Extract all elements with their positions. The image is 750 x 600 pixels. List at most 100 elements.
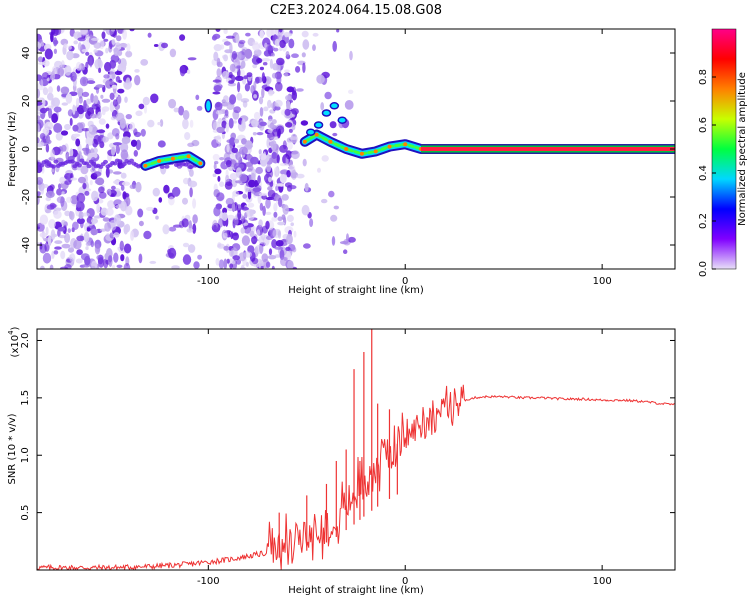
noise-blob xyxy=(213,85,222,92)
spectrogram-xlabel: Height of straight line (km) xyxy=(288,285,424,296)
noise-blob xyxy=(117,58,122,65)
colorbar: 0.0 0.2 0.4 0.6 0.8 Normalized spectral ampl… xyxy=(698,28,748,277)
spectrogram-panel: -100 0 100 -40 -20 0 20 40 Height of straight l… xyxy=(7,28,676,296)
noise-blob xyxy=(70,71,77,82)
noise-blob xyxy=(107,132,114,140)
colorbar-label: Normalized spectral amplitude xyxy=(737,72,748,226)
noise-blob xyxy=(37,177,44,185)
noise-blob xyxy=(274,246,284,250)
noise-blob xyxy=(265,235,273,240)
noise-blob xyxy=(277,216,283,222)
noise-blob xyxy=(53,106,62,113)
noise-blob xyxy=(89,179,93,186)
noise-blob xyxy=(39,232,47,238)
noise-blob xyxy=(243,222,249,226)
noise-blob xyxy=(64,210,71,217)
noise-band xyxy=(164,164,170,169)
noise-blob xyxy=(56,188,63,196)
noise-blob xyxy=(195,94,200,101)
noise-blob xyxy=(283,73,289,77)
noise-blob xyxy=(84,190,90,196)
noise-blob xyxy=(54,60,63,69)
noise-blob xyxy=(81,65,85,71)
noise-blob xyxy=(301,204,310,216)
noise-blob xyxy=(212,153,220,161)
noise-blob xyxy=(222,232,228,239)
noise-blob xyxy=(188,180,198,188)
noise-blob xyxy=(119,240,125,251)
noise-blob xyxy=(38,62,46,65)
noise-blob xyxy=(53,210,62,219)
noise-blob xyxy=(60,196,65,208)
branch-blob xyxy=(305,128,316,136)
noise-blob xyxy=(39,107,48,114)
noise-blob xyxy=(51,70,56,81)
noise-blob xyxy=(50,149,55,161)
noise-blob xyxy=(109,59,117,69)
noise-blob xyxy=(229,94,237,105)
noise-blob xyxy=(37,191,41,197)
noise-blob xyxy=(189,187,193,198)
noise-blob xyxy=(70,195,79,205)
noise-blob xyxy=(94,58,103,70)
noise-blob xyxy=(81,91,90,97)
noise-blob xyxy=(226,258,230,264)
noise-blob xyxy=(69,117,73,126)
noise-blob xyxy=(192,214,198,224)
noise-blob xyxy=(263,106,269,112)
noise-blob xyxy=(94,243,101,255)
noise-blob xyxy=(278,29,283,33)
noise-blob xyxy=(222,207,228,214)
noise-blob xyxy=(45,190,55,198)
noise-blob xyxy=(232,260,236,265)
noise-blob xyxy=(237,204,242,209)
noise-blob xyxy=(250,156,259,165)
noise-blob xyxy=(135,181,142,193)
ridge-peak xyxy=(198,161,203,166)
noise-blob xyxy=(120,172,127,179)
noise-blob xyxy=(235,34,240,44)
noise-blob xyxy=(72,221,79,230)
noise-blob xyxy=(290,222,295,227)
noise-blob xyxy=(213,163,217,170)
ridge-peak xyxy=(157,159,162,163)
noise-blob xyxy=(162,224,170,235)
noise-blob xyxy=(48,219,56,229)
noise-blob xyxy=(76,87,84,94)
noise-blob xyxy=(84,188,92,192)
noise-blob xyxy=(240,98,250,103)
noise-blob xyxy=(251,257,259,265)
noise-blob xyxy=(82,182,87,190)
noise-blob xyxy=(112,171,122,175)
noise-band xyxy=(39,163,45,168)
noise-blob xyxy=(285,51,290,57)
noise-blob xyxy=(234,75,244,81)
noise-blob xyxy=(248,179,256,188)
noise-blob xyxy=(138,103,145,110)
noise-blob xyxy=(279,183,284,187)
noise-blob xyxy=(44,242,50,252)
ridge-peak xyxy=(186,154,191,159)
noise-blob xyxy=(261,253,269,262)
noise-blob xyxy=(267,186,273,191)
noise-blob xyxy=(91,37,100,42)
noise-blob xyxy=(271,151,277,159)
noise-blob xyxy=(271,216,278,222)
noise-blob xyxy=(302,39,310,50)
snr-frame xyxy=(36,328,676,571)
noise-blob xyxy=(193,261,200,269)
noise-blob xyxy=(187,142,195,147)
noise-blob xyxy=(215,134,222,144)
noise-blob xyxy=(229,63,236,73)
noise-blob xyxy=(272,62,280,71)
ridge-peak xyxy=(328,139,333,144)
noise-blob xyxy=(333,205,339,210)
noise-blob xyxy=(255,76,263,84)
noise-blob xyxy=(346,233,349,243)
noise-blob xyxy=(110,116,117,121)
noise-blob xyxy=(189,119,194,128)
noise-blob xyxy=(218,259,225,269)
noise-blob xyxy=(39,42,45,47)
noise-band xyxy=(112,161,118,166)
noise-blob xyxy=(246,168,253,172)
